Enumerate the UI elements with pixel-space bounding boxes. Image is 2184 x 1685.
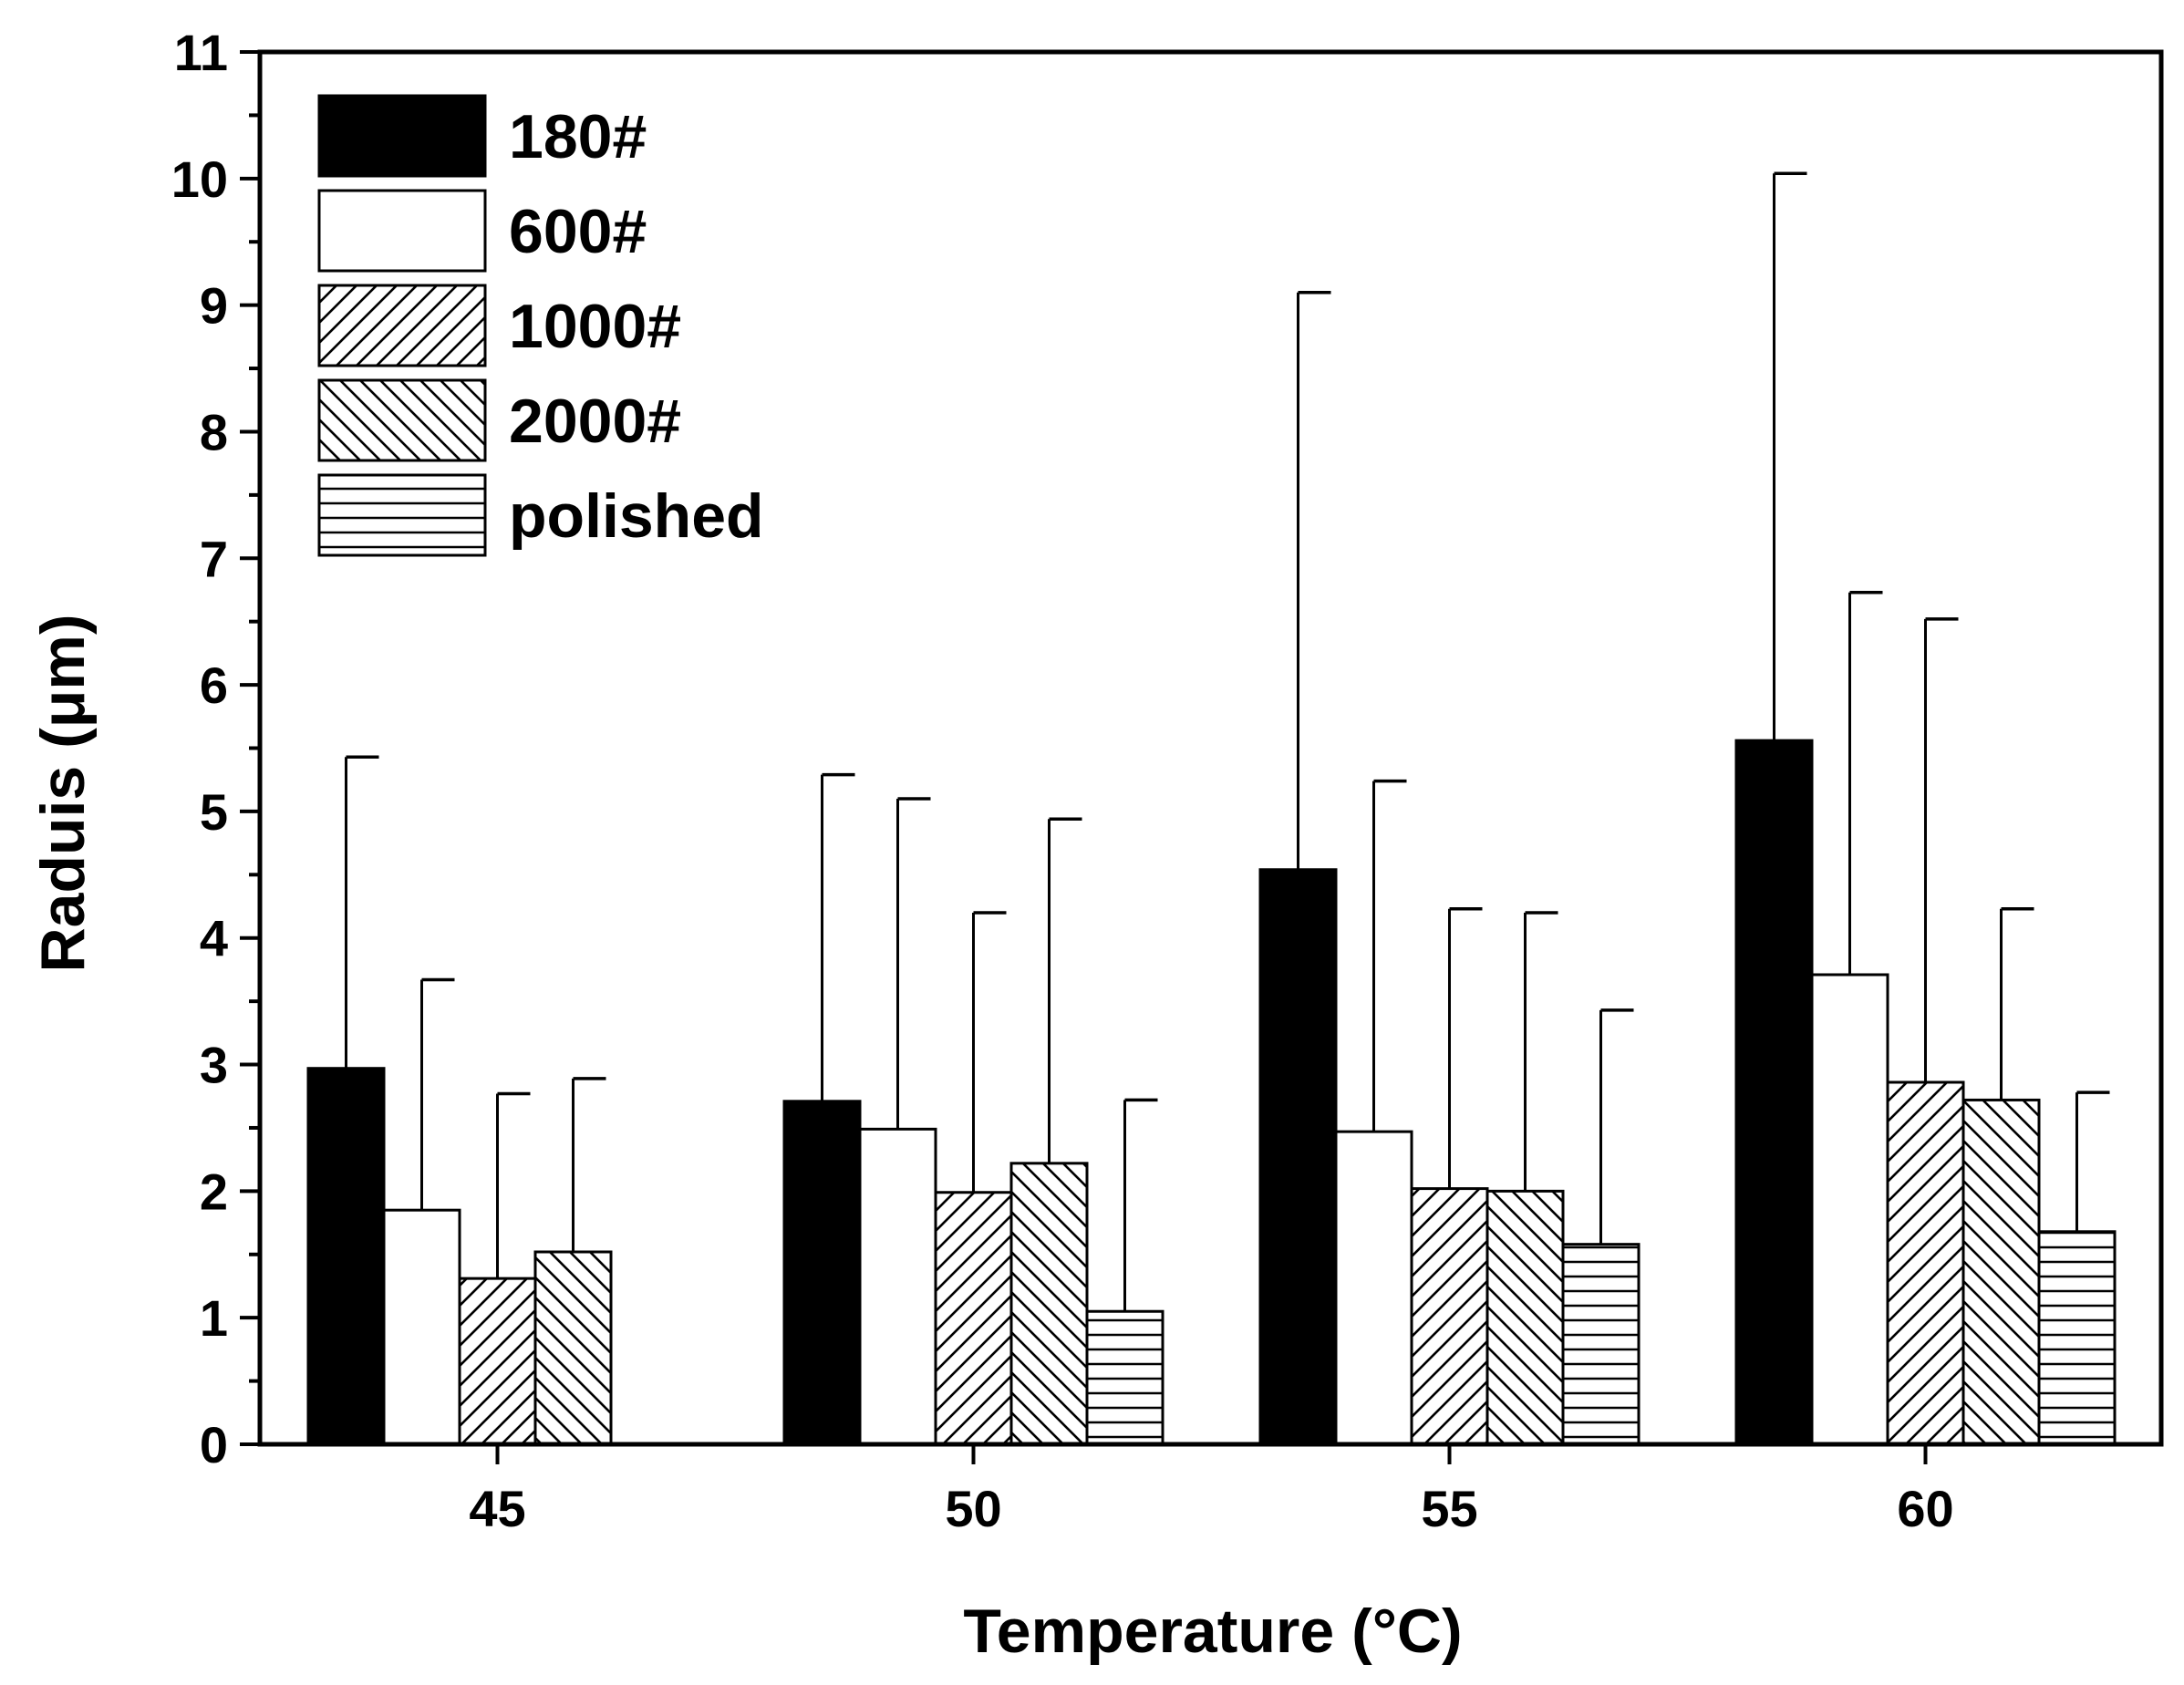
bar	[458, 1277, 537, 1446]
bar	[1085, 1309, 1164, 1446]
y-tick-label: 8	[200, 403, 228, 460]
legend-swatch	[317, 473, 487, 557]
y-tick-label: 4	[200, 910, 228, 967]
bar	[1258, 868, 1338, 1446]
bar	[858, 1127, 937, 1446]
bar	[1810, 973, 1889, 1446]
legend-label: 600#	[509, 197, 647, 266]
bar	[1886, 1080, 1965, 1446]
bar	[1009, 1162, 1089, 1446]
y-tick-label: 10	[171, 150, 228, 208]
y-tick-label: 1	[200, 1289, 228, 1347]
bar	[2037, 1230, 2117, 1446]
legend: 180# 600# 1000# 2000# polished	[317, 94, 764, 557]
bar	[1561, 1243, 1641, 1446]
bar	[1334, 1130, 1413, 1446]
y-tick-label: 3	[200, 1037, 228, 1094]
y-tick-label: 5	[200, 783, 228, 841]
bar	[382, 1208, 461, 1446]
y-tick-label: 6	[200, 656, 228, 714]
x-tick-label: 60	[1897, 1480, 1953, 1537]
x-tick-label: 45	[469, 1480, 525, 1537]
legend-label: 180#	[509, 102, 647, 171]
legend-swatch	[317, 378, 487, 462]
legend-swatch	[317, 284, 487, 367]
legend-label: 2000#	[509, 387, 681, 456]
y-tick-label: 9	[200, 277, 228, 335]
x-tick-label: 50	[945, 1480, 1001, 1537]
y-tick-label: 11	[174, 24, 228, 81]
y-tick-label: 7	[200, 530, 228, 587]
y-axis-title: Raduis (μm)	[28, 615, 98, 973]
legend-label: 1000#	[509, 292, 681, 361]
bar	[1734, 739, 1814, 1446]
legend-label: polished	[509, 481, 764, 551]
bars	[306, 739, 2117, 1446]
bar	[934, 1191, 1013, 1446]
bar	[782, 1100, 862, 1446]
x-axis-title: Temperature (°C)	[963, 1597, 1462, 1666]
bar	[533, 1250, 613, 1446]
legend-swatch	[317, 94, 487, 178]
bar	[1410, 1187, 1489, 1446]
y-tick-label: 2	[200, 1163, 228, 1220]
legend-swatch	[317, 189, 487, 273]
error-bars	[345, 171, 2110, 1312]
bar	[1485, 1189, 1565, 1446]
bar	[306, 1067, 386, 1446]
y-tick-label: 0	[200, 1416, 228, 1473]
bar	[1961, 1098, 2041, 1446]
x-tick-label: 55	[1421, 1480, 1477, 1537]
